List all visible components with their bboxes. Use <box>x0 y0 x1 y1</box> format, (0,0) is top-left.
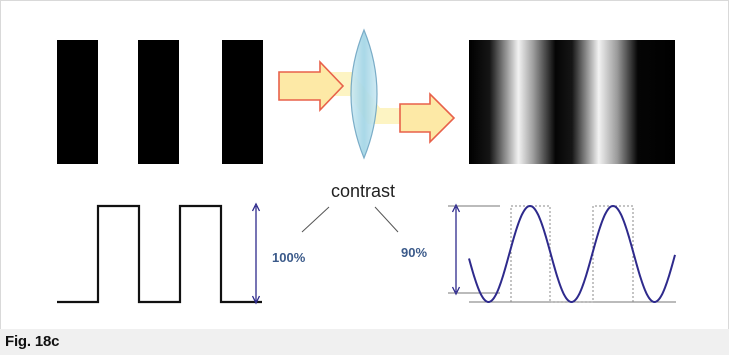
object-bar-1 <box>57 40 98 164</box>
caption-bar: Fig. 18c <box>0 329 729 355</box>
lens-icon <box>350 28 378 160</box>
contrast-label: contrast <box>331 181 395 201</box>
object-bar-2 <box>138 40 179 164</box>
reference-square-wave <box>510 205 634 303</box>
figure-caption: Fig. 18c <box>5 333 60 350</box>
blurred-image <box>469 40 675 164</box>
figure-canvas: contrast 100% 90% <box>57 28 676 305</box>
right-contrast-value: 90% <box>401 245 427 260</box>
right-amplitude-arrow <box>451 203 461 296</box>
outgoing-arrow <box>399 92 456 144</box>
pointer-right <box>374 206 399 233</box>
left-contrast-value: 100% <box>272 250 306 265</box>
object-bar-3 <box>222 40 263 164</box>
incoming-arrow <box>278 60 345 112</box>
left-amplitude-arrow <box>251 202 261 305</box>
square-wave <box>57 204 262 304</box>
sine-wave <box>468 204 676 303</box>
pointer-left <box>301 206 330 233</box>
